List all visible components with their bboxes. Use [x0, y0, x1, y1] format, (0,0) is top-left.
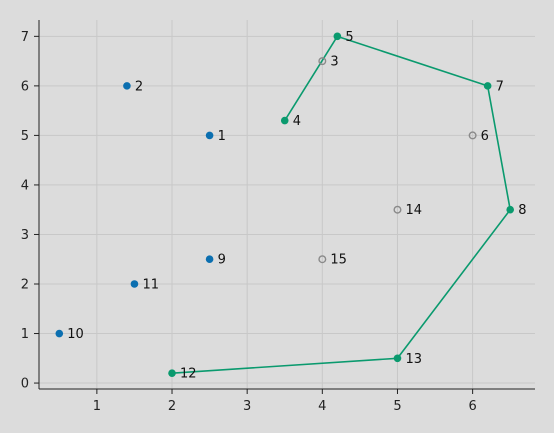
point-14 [393, 205, 402, 214]
x-tick-label: 4 [318, 399, 326, 414]
point-label-6: 6 [481, 129, 489, 144]
y-tick-label: 4 [21, 178, 29, 193]
y-tick-label: 7 [21, 30, 29, 45]
point-label-1: 1 [218, 129, 226, 144]
x-tick-label: 3 [243, 399, 251, 414]
point-label-14: 14 [405, 203, 422, 218]
data-points [55, 32, 514, 377]
grid-lines [39, 20, 535, 389]
point-15 [318, 255, 327, 264]
point-7 [483, 82, 492, 90]
connection-path [171, 35, 512, 374]
point-9 [205, 255, 214, 264]
point-label-13: 13 [405, 352, 422, 367]
point-label-15: 15 [330, 253, 347, 268]
point-label-2: 2 [135, 79, 143, 94]
y-tick-label: 3 [21, 228, 29, 243]
path-line [171, 35, 512, 374]
point-8 [506, 205, 514, 214]
point-10 [55, 329, 64, 338]
point-label-4: 4 [293, 114, 301, 129]
x-tick-label: 6 [468, 399, 476, 414]
point-4 [280, 116, 289, 125]
y-tick-label: 0 [21, 377, 29, 392]
point-2 [123, 82, 131, 90]
y-tick-label: 5 [21, 129, 29, 144]
point-label-12: 12 [180, 367, 197, 382]
point-label-11: 11 [142, 277, 159, 292]
axes [38, 20, 535, 390]
point-label-7: 7 [496, 79, 504, 94]
point-12 [168, 369, 176, 377]
point-13 [393, 354, 402, 363]
point-11 [130, 280, 139, 288]
point-1 [205, 131, 214, 140]
x-tick-label: 1 [93, 399, 101, 414]
point-5 [333, 32, 342, 41]
point-6 [468, 131, 477, 140]
y-tick-label: 6 [21, 79, 29, 94]
point-3 [318, 57, 327, 66]
point-label-5: 5 [345, 30, 353, 45]
point-label-8: 8 [518, 203, 526, 218]
x-tick-label: 2 [168, 399, 176, 414]
point-label-3: 3 [330, 55, 338, 70]
y-tick-label: 1 [21, 327, 29, 342]
x-tick-label: 5 [393, 399, 401, 414]
y-tick-label: 2 [21, 277, 29, 292]
point-label-10: 10 [67, 327, 84, 342]
point-label-9: 9 [218, 253, 226, 268]
